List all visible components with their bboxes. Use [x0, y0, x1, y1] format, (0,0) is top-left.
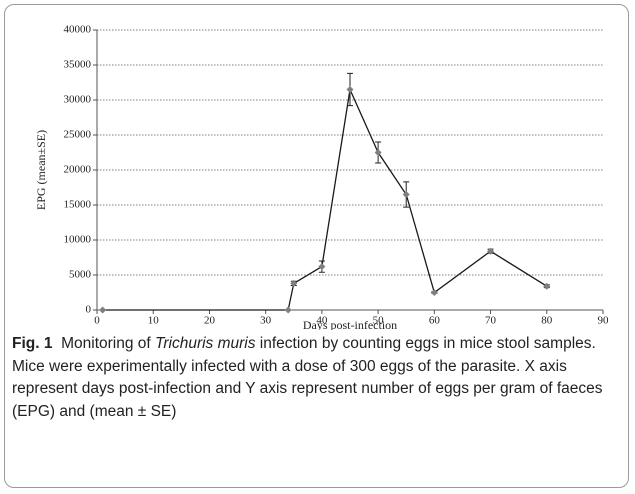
data-point	[290, 279, 298, 287]
data-point	[402, 191, 410, 198]
y-tick-label: 35000	[64, 59, 92, 71]
y-axis-label: EPG (mean±SE)	[34, 130, 48, 210]
x-tick-label: 50	[373, 315, 385, 327]
x-tick-label: 30	[260, 315, 272, 327]
data-point	[346, 86, 354, 93]
x-tick-label: 70	[485, 315, 497, 327]
caption: Fig. 1 Monitoring of Trichuris muris inf…	[12, 333, 618, 423]
caption-text: Monitoring of	[61, 335, 156, 352]
y-tick-label: 40000	[64, 24, 92, 36]
caption-species: Trichuris muris	[155, 335, 256, 352]
data-point	[374, 149, 382, 156]
data-point	[318, 263, 326, 271]
data-point	[430, 289, 438, 296]
y-tick-label: 20000	[64, 164, 92, 176]
x-tick-label: 0	[94, 315, 100, 327]
y-tick-label: 25000	[64, 129, 92, 141]
x-tick-label: 20	[204, 315, 216, 327]
y-tick-label: 10000	[64, 234, 92, 246]
data-line	[102, 87, 548, 311]
x-tick-label: 10	[148, 315, 160, 327]
data-point	[99, 306, 107, 314]
x-tick-label: 90	[598, 315, 610, 327]
figure-frame	[4, 4, 629, 488]
y-tick-label: 15000	[64, 199, 92, 211]
x-tick-label: 80	[541, 315, 553, 327]
y-tick-label: 5000	[69, 269, 92, 281]
data-point	[284, 306, 292, 314]
x-tick-label: 60	[429, 315, 441, 327]
chart: EPG (mean±SE) Days post-infection 0 5000 1…	[34, 24, 610, 330]
caption-label: Fig. 1	[12, 335, 53, 352]
data-point	[543, 282, 551, 290]
x-tick-label: 40	[316, 315, 328, 327]
y-tick-label: 30000	[64, 94, 92, 106]
y-tick-label: 0	[86, 304, 92, 316]
data-point	[487, 247, 495, 255]
x-axis-label: Days post-infection	[303, 318, 397, 330]
caption-text: infection by counting eggs in mice stool…	[12, 335, 603, 420]
